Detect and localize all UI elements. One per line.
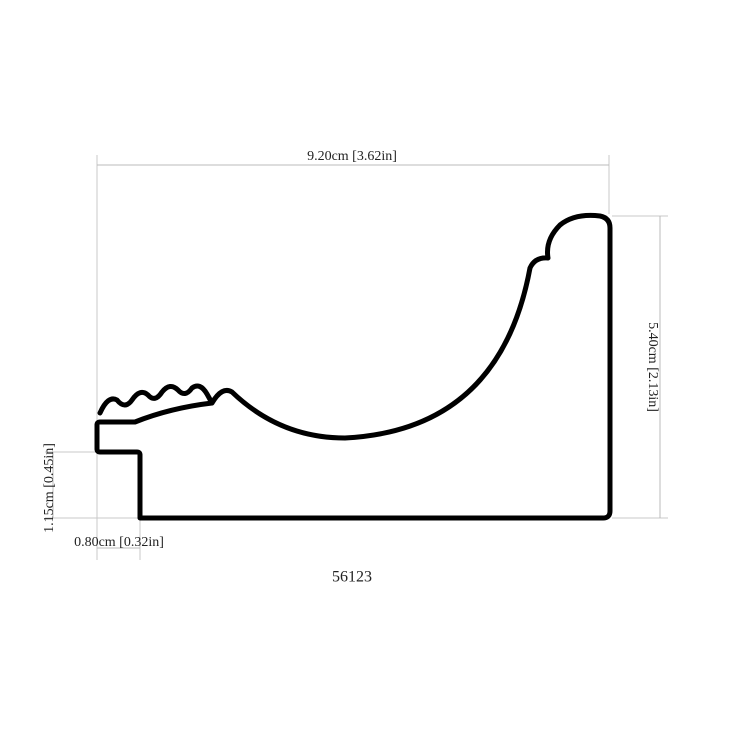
width-label: 9.20cm [3.62in] bbox=[307, 149, 397, 164]
rabbet-width-label: 0.80cm [0.32in] bbox=[74, 535, 164, 550]
profile-ridge bbox=[97, 383, 215, 416]
profile-outline bbox=[94, 212, 613, 521]
rabbet-height-label: 1.15cm [0.45in] bbox=[42, 443, 57, 533]
height-label: 5.40cm [2.13in] bbox=[645, 322, 660, 412]
model-number: 56123 bbox=[332, 569, 372, 586]
